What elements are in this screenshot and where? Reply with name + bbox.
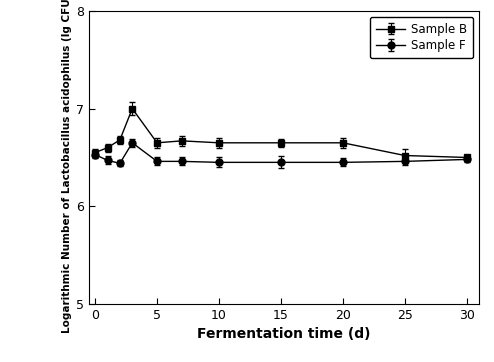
X-axis label: Fermentation time (d): Fermentation time (d) <box>197 328 371 341</box>
Legend: Sample B, Sample F: Sample B, Sample F <box>370 17 473 58</box>
Y-axis label: Logarithmic Number of Lactobacillus acidophilus (lg CFU/g): Logarithmic Number of Lactobacillus acid… <box>62 0 72 333</box>
